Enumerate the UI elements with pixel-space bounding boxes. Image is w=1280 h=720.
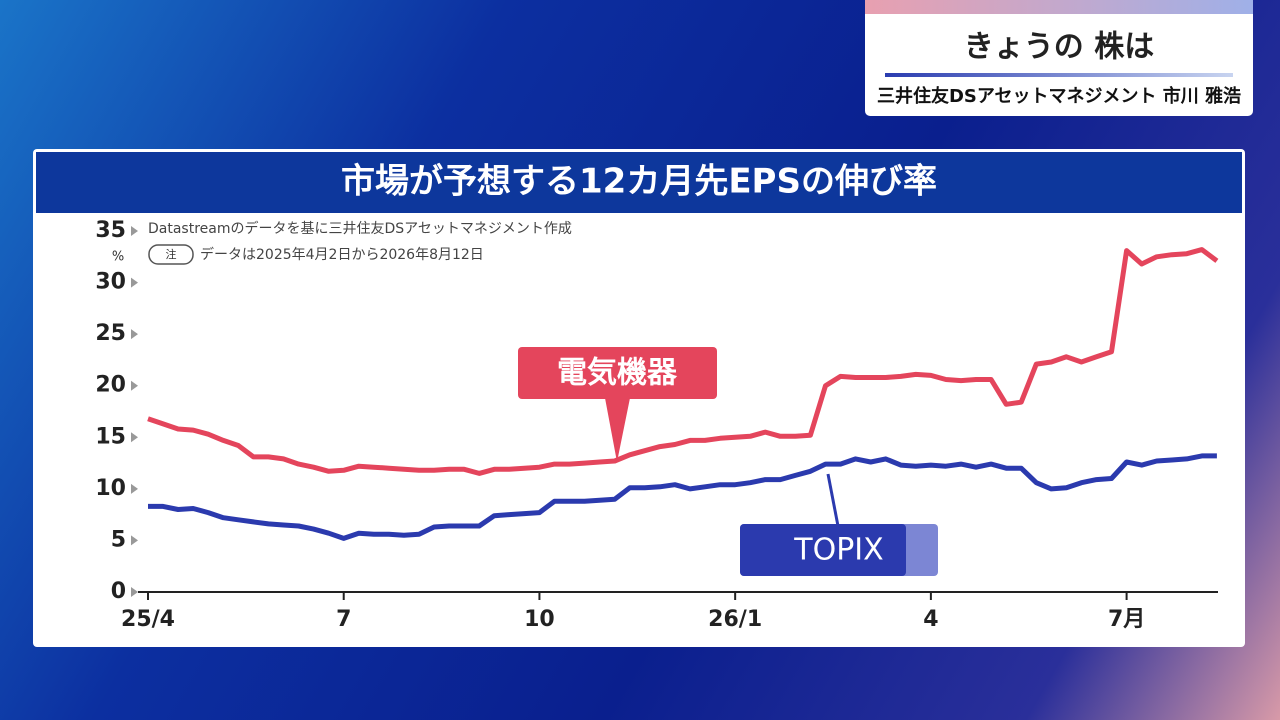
y-unit: % [112, 250, 124, 265]
legend-label: TOPIX [793, 533, 883, 568]
x-tick-label: 7 [336, 607, 351, 632]
y-tick [131, 226, 138, 236]
y-tick [131, 277, 138, 288]
header-title: きょうの 株は [964, 30, 1154, 65]
x-tick-label: 25/4 [121, 607, 175, 632]
header-underline [885, 73, 1233, 77]
y-tick-label: 35 [95, 218, 126, 243]
header-stripe [865, 0, 1253, 14]
callout-box [740, 524, 906, 576]
note-badge-frame [148, 244, 194, 265]
x-tick-label: 7月 [1108, 607, 1145, 632]
y-tick-label: 20 [95, 373, 126, 398]
y-tick [131, 432, 138, 443]
callout-box [518, 347, 717, 399]
callout-pointer [826, 473, 840, 527]
y-tick-label: 10 [95, 476, 126, 501]
y-tick-label: 0 [111, 579, 126, 604]
y-tick [131, 587, 138, 597]
source-note: Datastreamのデータを基に三井住友DSアセットマネジメント作成 [148, 220, 572, 237]
x-tick-label: 10 [524, 607, 555, 632]
note-badge: 注 [166, 247, 177, 261]
header-subtitle: 三井住友DSアセットマネジメント 市川 雅浩 [877, 85, 1241, 107]
y-tick [131, 483, 138, 494]
title-bar [36, 152, 1242, 213]
chart-title: 市場が予想する12カ月先EPSの伸び率 [341, 162, 937, 202]
header-panel [865, 0, 1253, 116]
series-line [148, 453, 1217, 541]
x-tick-label: 4 [923, 607, 938, 632]
y-tick-label: 25 [95, 321, 126, 346]
y-tick [131, 329, 138, 340]
y-tick [131, 535, 138, 546]
series-line [147, 247, 1219, 476]
x-tick-label: 26/1 [708, 607, 762, 632]
date-note: データは2025年4月2日から2026年8月12日 [200, 246, 484, 263]
legend-label: 電気機器 [557, 356, 678, 391]
y-tick-label: 30 [95, 270, 126, 295]
y-tick-label: 5 [111, 527, 126, 552]
callout-pointer [605, 398, 630, 462]
y-tick [131, 380, 138, 391]
y-tick-label: 15 [95, 424, 126, 449]
